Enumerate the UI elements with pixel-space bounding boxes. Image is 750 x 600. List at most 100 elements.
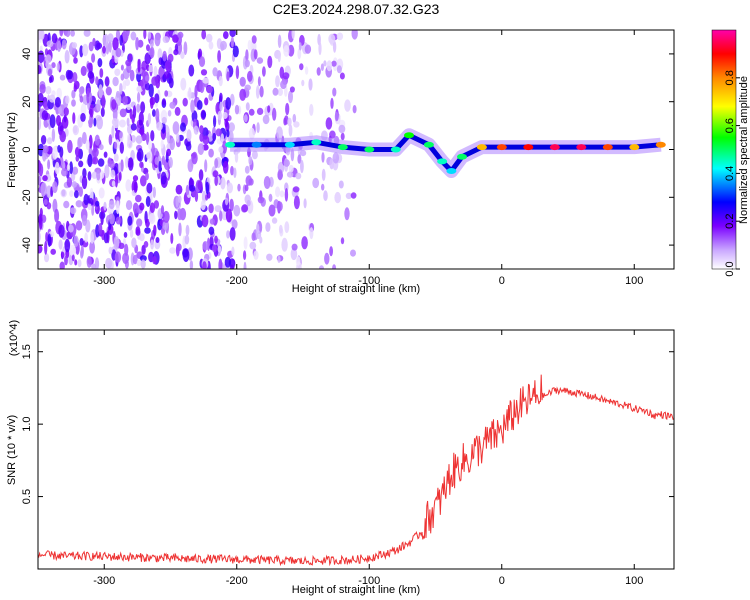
spectrogram-cell: [63, 200, 70, 209]
spectrogram-cell: [232, 45, 239, 58]
spectrogram-cell: [267, 55, 273, 69]
signal-track-point: [602, 144, 613, 151]
spectrogram-cell: [166, 131, 170, 144]
spectrogram-cell: [129, 69, 135, 82]
spectrogram-cell: [231, 219, 238, 230]
spectrogram-cell: [283, 45, 290, 57]
spectrogram-cell: [82, 43, 89, 57]
spectrogram-cell: [230, 165, 234, 176]
spectrogram-cell: [257, 196, 265, 204]
spectrogram-cell: [214, 158, 219, 169]
spectrogram-cell: [40, 135, 47, 145]
spectrogram-cell: [201, 214, 209, 228]
spectrogram-cell: [218, 75, 223, 87]
spectrogram-cell: [301, 236, 308, 250]
spectrogram-cell: [153, 224, 157, 237]
spectrogram-y-label: Frequency (Hz): [6, 112, 18, 188]
spectrogram-cell: [219, 92, 223, 103]
x-tick-label: -300: [93, 575, 115, 587]
spectrogram-cell: [118, 171, 122, 182]
spectrogram-cell: [111, 99, 117, 110]
spectrogram-cell: [114, 173, 118, 188]
spectrogram-cell: [309, 227, 314, 240]
spectrogram-cell: [289, 86, 295, 93]
spectrogram-cell: [301, 79, 305, 87]
spectrogram-cell: [243, 236, 248, 250]
spectrogram-cell: [108, 134, 113, 146]
spectrogram-cell: [80, 112, 86, 122]
spectrogram-cell: [332, 40, 337, 53]
spectrogram-cell: [150, 239, 155, 250]
spectrogram-cell: [172, 34, 179, 43]
spectrogram-cell: [214, 235, 218, 244]
spectrogram-cell: [231, 246, 235, 256]
spectrogram-cell: [268, 204, 276, 217]
spectrogram-cell: [180, 122, 186, 132]
y-tick-label: -40: [21, 237, 33, 253]
spectrogram-cell: [87, 203, 92, 211]
spectrogram-cell: [99, 144, 104, 151]
spectrogram-cell: [198, 169, 204, 181]
signal-track-point: [549, 144, 560, 151]
spectrogram-cell: [198, 56, 206, 68]
spectrogram-cell: [325, 117, 333, 130]
spectrogram-cell: [115, 47, 122, 58]
spectrogram-cell: [235, 65, 240, 79]
colorbar-ticks: 0.0 0.2 0.4 0.6 0.8: [724, 70, 740, 277]
spectrogram-cell: [72, 124, 80, 136]
spectrogram-cell: [239, 88, 247, 101]
spectrogram-cell: [331, 60, 337, 67]
spectrogram-cell: [215, 128, 222, 137]
spectrogram-cell: [214, 205, 222, 213]
y-tick-label: 0.5: [21, 489, 33, 504]
spectrogram-cell: [80, 65, 87, 77]
spectrogram-cell: [229, 30, 236, 38]
spectrogram-cell: [291, 243, 298, 251]
spectrogram-cell: [182, 248, 190, 262]
spectrogram-cell: [234, 151, 239, 163]
spectrogram-cell: [272, 87, 279, 96]
spectrogram-cell: [169, 101, 176, 109]
spectrogram-cell: [98, 187, 105, 199]
spectrogram-cell: [111, 118, 119, 126]
colorbar-tick-label: 0.2: [724, 214, 736, 229]
spectrogram-cell: [112, 37, 119, 51]
spectrogram-cell: [108, 246, 113, 255]
spectrogram-cell: [277, 88, 283, 96]
spectrogram-cell: [154, 156, 159, 165]
spectrogram-cell: [88, 146, 93, 156]
spectrogram-cell: [42, 175, 48, 182]
spectrogram-cell: [278, 224, 283, 234]
spectrogram-cell: [75, 220, 83, 231]
spectrogram-cell: [174, 210, 178, 220]
spectrogram-cell: [201, 190, 207, 203]
spectrogram-cell: [284, 221, 290, 234]
spectrogram-cell: [59, 30, 64, 37]
x-tick-label: -100: [358, 275, 380, 287]
spectrogram-cell: [143, 30, 147, 40]
spectrogram-cell: [212, 170, 219, 178]
spectrogram-cell: [75, 200, 83, 208]
spectrogram-cells: [38, 30, 358, 269]
spectrogram-cell: [150, 97, 154, 109]
colorbar-gradient: [711, 29, 737, 270]
spectrogram-cell: [286, 171, 294, 178]
spectrogram-cell: [220, 40, 227, 51]
signal-track-point: [476, 144, 487, 151]
spectrogram-cell: [277, 201, 283, 212]
signal-track-point: [655, 141, 666, 148]
spectrogram-cell: [63, 107, 69, 116]
spectrogram-cell: [52, 181, 58, 194]
spectrogram-cell: [288, 124, 293, 137]
snr-x-label: Height of straight line (km): [292, 584, 420, 596]
spectrogram-cell: [283, 117, 287, 126]
spectrogram-cell: [256, 107, 264, 115]
signal-track-point: [446, 168, 457, 174]
spectrogram-cell: [200, 200, 206, 211]
spectrogram-cell: [126, 117, 130, 127]
spectrogram-cell: [340, 132, 345, 141]
spectrogram-cell: [46, 137, 53, 145]
spectrogram-cell: [51, 62, 56, 69]
spectrogram-cell: [133, 181, 138, 193]
